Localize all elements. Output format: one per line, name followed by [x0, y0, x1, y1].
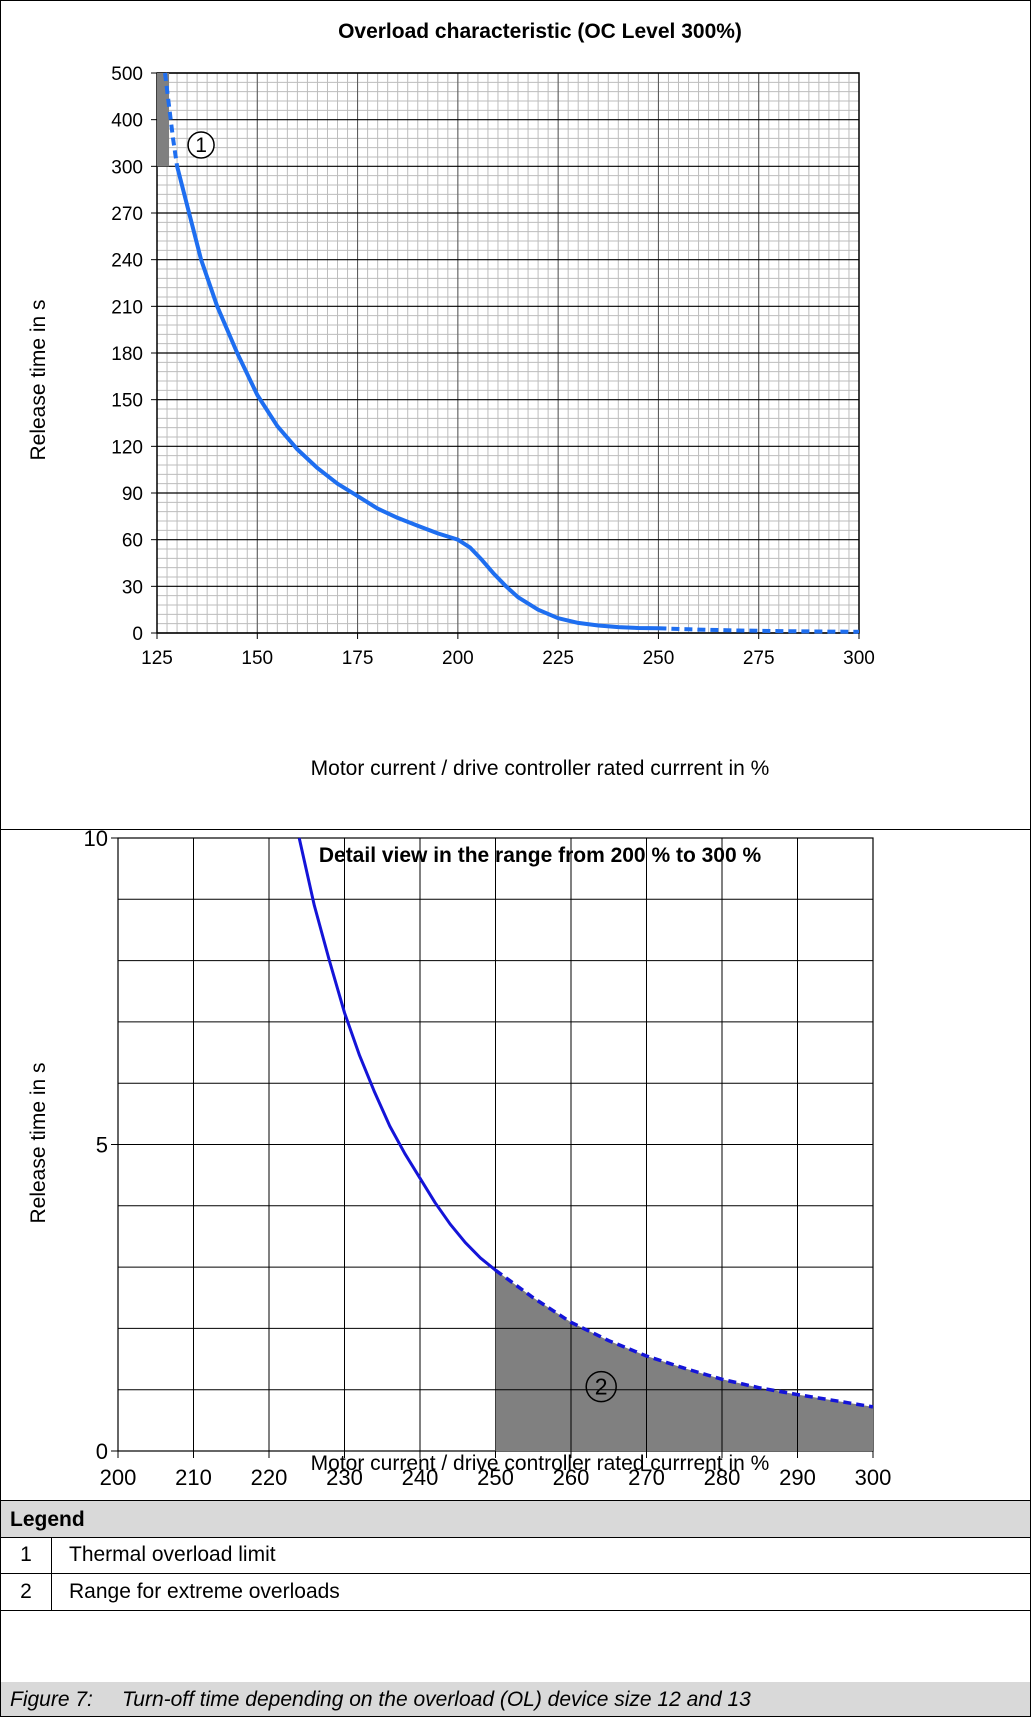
y-tick-label: 240 — [111, 251, 143, 272]
thermal-limit-region — [157, 73, 170, 167]
x-tick-label: 240 — [402, 1465, 439, 1490]
x-tick-label: 175 — [342, 648, 374, 669]
legend-row-2: 2 Range for extreme overloads — [1, 1574, 1030, 1611]
x-tick-label: 270 — [628, 1465, 665, 1490]
caption-text: Turn-off time depending on the overload … — [122, 1688, 751, 1711]
legend-text: Range for extreme overloads — [69, 1580, 340, 1603]
x-tick-label: 275 — [743, 648, 775, 669]
y-tick-label: 500 — [111, 64, 143, 85]
y-tick-label: 0 — [96, 1439, 108, 1464]
x-tick-label: 210 — [175, 1465, 212, 1490]
marker-circle — [585, 1370, 617, 1403]
caption-label: Figure 7: — [10, 1688, 93, 1711]
y-tick-label: 30 — [122, 577, 143, 598]
shaded-region — [495, 838, 873, 1451]
curve-layer — [163, 72, 860, 634]
y-tick-label: 300 — [111, 157, 143, 178]
x-tick-label: 150 — [241, 648, 273, 669]
y-tick-label: 10 — [84, 826, 108, 851]
chart-title: Overload characteristic (OC Level 300%) — [338, 20, 742, 43]
curve-solid — [175, 165, 659, 631]
x-tick-label: 260 — [553, 1465, 590, 1490]
legend-number: 2 — [1, 1574, 52, 1610]
y-tick-label: 90 — [122, 484, 143, 505]
y-axis-label: Release time in s — [27, 299, 50, 460]
marker-label: 2 — [595, 1374, 608, 1400]
y-axis-label: Release time in s — [27, 1062, 50, 1223]
legend-heading: Legend — [10, 1508, 85, 1531]
overload-chart: Overload characteristic (OC Level 300%) … — [27, 20, 875, 780]
x-tick-label: 300 — [855, 1465, 892, 1490]
x-tick-label: 220 — [251, 1465, 288, 1490]
marker-1: 1 — [187, 131, 215, 159]
y-tick-label: 400 — [111, 111, 143, 132]
curve-dashed-end — [658, 626, 860, 634]
detail-chart: Detail view in the range from 200 % to 3… — [27, 826, 891, 1490]
marker-label: 1 — [195, 134, 207, 157]
x-tick-label: 280 — [704, 1465, 741, 1490]
curve-dashed-start — [163, 72, 180, 167]
x-tick-label: 300 — [843, 648, 875, 669]
y-tick-labels: 0 5 10 — [84, 826, 118, 1464]
marker-2: 2 — [585, 1370, 617, 1403]
x-tick-labels: 125 150 175 200 225 250 275 300 — [141, 633, 875, 669]
x-tick-label: 290 — [779, 1465, 816, 1490]
chart-title: Detail view in the range from 200 % to 3… — [319, 844, 762, 867]
legend-number: 1 — [1, 1537, 52, 1573]
x-tick-labels: 200 210 220 230 240 250 260 270 280 290 300 — [100, 1451, 892, 1490]
y-tick-label: 120 — [111, 437, 143, 458]
y-tick-label: 150 — [111, 391, 143, 412]
y-tick-label: 270 — [111, 204, 143, 225]
x-tick-label: 200 — [442, 648, 474, 669]
x-tick-label: 225 — [542, 648, 574, 669]
y-tick-label: 180 — [111, 344, 143, 365]
x-axis-label: Motor current / drive controller rated c… — [311, 757, 770, 780]
curve-solid — [297, 837, 497, 1272]
curve-dashed — [494, 1268, 874, 1409]
y-tick-label: 0 — [132, 624, 143, 645]
figure-caption: Figure 7: Turn-off time depending on the… — [1, 1682, 1030, 1716]
y-tick-label: 5 — [96, 1133, 108, 1158]
x-tick-label: 125 — [141, 648, 173, 669]
shaded-region — [157, 73, 170, 167]
x-axis-label: Motor current / drive controller rated c… — [311, 1452, 770, 1475]
y-tick-label: 60 — [122, 531, 143, 552]
x-tick-label: 230 — [326, 1465, 363, 1490]
marker-circle — [187, 131, 215, 159]
x-tick-label: 250 — [477, 1465, 514, 1490]
curve-layer — [297, 837, 874, 1409]
extreme-overload-region — [495, 1270, 873, 1451]
legend-text: Thermal overload limit — [69, 1543, 276, 1566]
chart-grid — [156, 72, 860, 634]
legend-row-1: 1 Thermal overload limit — [1, 1537, 1030, 1574]
y-tick-labels: 0 30 60 90 120 150 180 210 240 270 300 400 500 — [111, 64, 157, 645]
x-tick-label: 200 — [100, 1465, 137, 1490]
y-tick-label: 210 — [111, 297, 143, 318]
x-tick-label: 250 — [643, 648, 675, 669]
legend-heading-row: Legend — [1, 1500, 1030, 1538]
